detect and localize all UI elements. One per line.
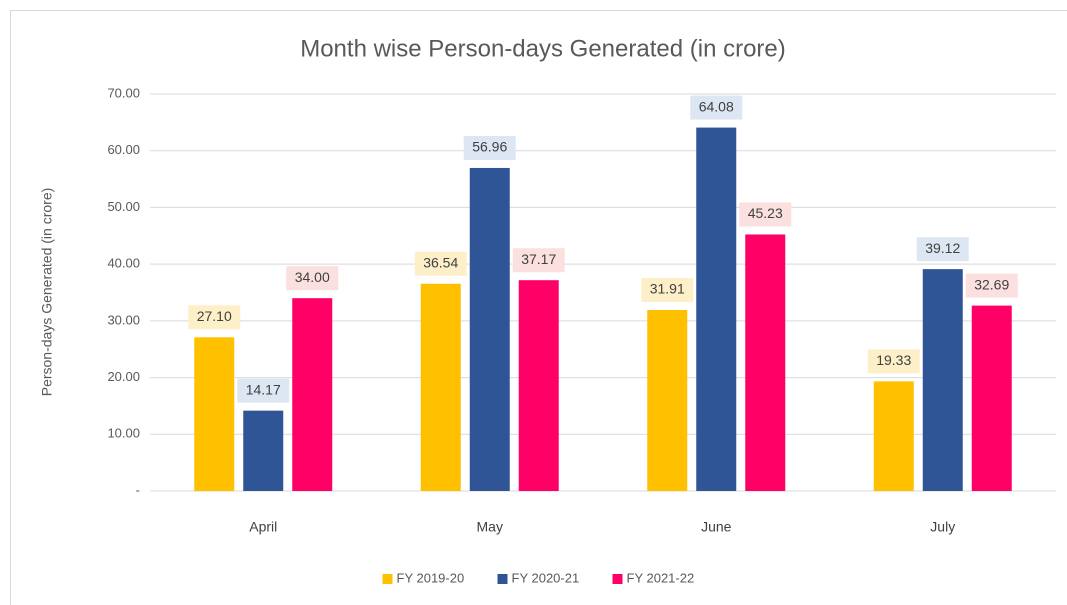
x-tick-label: July bbox=[930, 519, 955, 535]
bar bbox=[745, 234, 786, 491]
data-label: 39.12 bbox=[925, 240, 960, 256]
y-axis-title: Person-days Generated (in crore) bbox=[39, 188, 55, 397]
data-label-bg bbox=[188, 305, 241, 330]
legend-label: FY 2021-22 bbox=[627, 570, 695, 585]
data-label: 36.54 bbox=[423, 254, 458, 270]
data-label-bg bbox=[286, 266, 339, 291]
data-label-bg bbox=[237, 378, 290, 403]
data-label: 27.10 bbox=[197, 308, 232, 324]
bar bbox=[469, 167, 510, 491]
legend-label: FY 2019-20 bbox=[397, 570, 465, 585]
legend-label: FY 2020-21 bbox=[512, 570, 580, 585]
y-tick-label: 50.00 bbox=[107, 199, 140, 214]
data-label: 31.91 bbox=[650, 281, 685, 297]
bar bbox=[922, 269, 963, 491]
legend-swatch bbox=[612, 574, 623, 584]
bar bbox=[518, 280, 559, 491]
data-label-bg bbox=[641, 278, 694, 303]
data-label: 64.08 bbox=[699, 98, 734, 114]
data-label-bg bbox=[690, 95, 743, 120]
bar bbox=[971, 305, 1012, 491]
x-tick-label: June bbox=[701, 519, 732, 535]
y-tick-label: 10.00 bbox=[107, 426, 140, 441]
y-tick-label: 70.00 bbox=[107, 85, 140, 100]
y-tick-label: - bbox=[136, 482, 140, 497]
x-tick-label: April bbox=[249, 519, 277, 535]
bar bbox=[696, 127, 737, 491]
data-label: 32.69 bbox=[974, 276, 1009, 292]
x-tick-label: May bbox=[477, 519, 503, 535]
y-tick-label: 40.00 bbox=[107, 256, 140, 271]
bar bbox=[873, 381, 914, 491]
data-label: 34.00 bbox=[295, 269, 330, 285]
data-label-bg bbox=[463, 135, 516, 160]
bar bbox=[647, 310, 688, 491]
bar bbox=[420, 283, 461, 491]
legend-swatch bbox=[382, 574, 393, 584]
legend-swatch bbox=[497, 574, 508, 584]
y-tick-label: 30.00 bbox=[107, 312, 140, 327]
data-label: 19.33 bbox=[876, 352, 911, 368]
y-tick-label: 60.00 bbox=[107, 142, 140, 157]
data-label: 45.23 bbox=[748, 205, 783, 221]
data-label-bg bbox=[916, 237, 969, 262]
bar bbox=[292, 298, 333, 491]
bar bbox=[194, 337, 235, 491]
data-label: 56.96 bbox=[472, 139, 507, 155]
bar bbox=[243, 410, 284, 491]
data-label-bg bbox=[739, 202, 792, 227]
data-label: 14.17 bbox=[246, 381, 281, 397]
y-tick-label: 20.00 bbox=[107, 369, 140, 384]
data-label-bg bbox=[867, 349, 920, 374]
chart-title: Month wise Person-days Generated (in cro… bbox=[300, 35, 786, 62]
data-label-bg bbox=[414, 251, 467, 276]
data-label: 37.17 bbox=[521, 251, 556, 267]
data-label-bg bbox=[512, 248, 565, 273]
data-label-bg bbox=[965, 273, 1018, 298]
